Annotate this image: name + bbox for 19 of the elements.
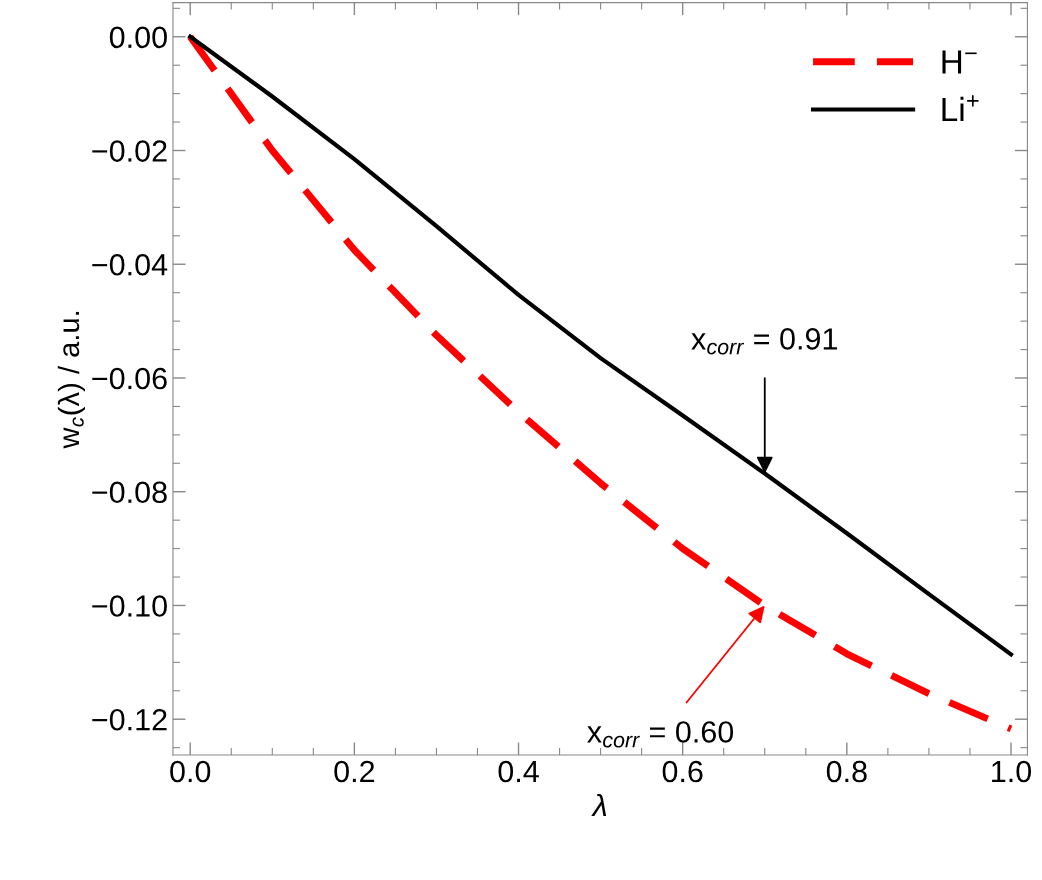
- x-tick-label: 0.8: [826, 760, 867, 783]
- y-tick-label: 0.00: [109, 26, 167, 49]
- y-tick-label: −0.12: [92, 708, 167, 731]
- y-tick-label: −0.10: [92, 595, 167, 617]
- annotation: x$_{corr}$ = 0.60: [587, 721, 734, 748]
- x-tick-label: 0.6: [662, 760, 703, 783]
- y-tick-label: −0.04: [92, 253, 168, 276]
- x-tick-label: 0.0: [170, 760, 211, 783]
- y-tick-label: −0.02: [92, 140, 167, 162]
- y-tick-label: −0.08: [92, 481, 167, 504]
- legend-label: H$^{−}$: [942, 50, 977, 74]
- x-tick-label: 0.2: [334, 760, 375, 783]
- annotation: x$_{corr}$ = 0.91: [691, 328, 837, 355]
- x-tick-label: 1.0: [992, 760, 1032, 783]
- y-tick-label: −0.06: [92, 367, 167, 390]
- legend-label: Li$^{+}$: [942, 95, 979, 121]
- x-axis-title: λ: [591, 793, 607, 817]
- x-tick-label: 0.4: [498, 760, 539, 783]
- y-axis-title: w$_{c}$(λ) / a.u.: [57, 311, 85, 449]
